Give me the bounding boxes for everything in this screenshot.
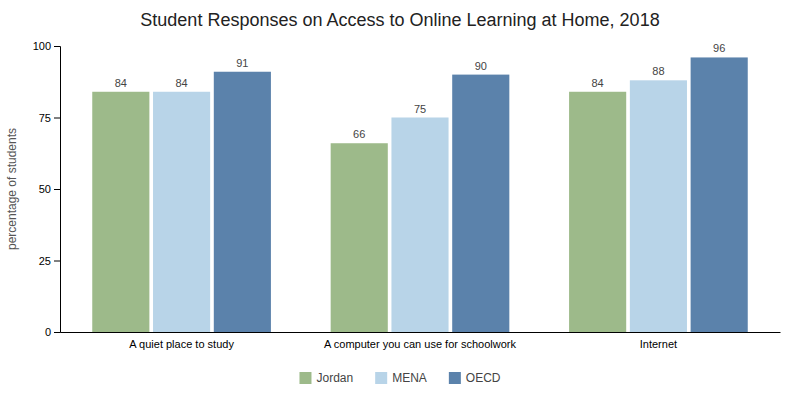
legend-item: Jordan: [299, 371, 353, 385]
data-label: 96: [713, 42, 725, 54]
y-tick: 100: [33, 40, 60, 52]
data-label: 91: [236, 57, 248, 69]
legend-label: Jordan: [316, 371, 353, 385]
data-label: 66: [353, 128, 365, 140]
legend-swatch: [375, 372, 387, 384]
x-axis-line: [61, 332, 781, 333]
y-tick-mark: [54, 332, 60, 333]
x-tick-label: Internet: [640, 338, 677, 350]
y-axis: 0 25 50 75 100: [33, 40, 61, 338]
y-tick: 75: [39, 112, 60, 124]
y-tick-mark: [54, 46, 60, 47]
legend-label: MENA: [392, 371, 427, 385]
data-label: 90: [475, 60, 487, 72]
legend-item: MENA: [375, 371, 427, 385]
data-label: 88: [652, 65, 664, 77]
x-tick: A quiet place to study: [129, 338, 234, 350]
data-label: 84: [115, 77, 127, 89]
bar: [569, 92, 626, 332]
bar: [630, 80, 687, 332]
legend: Jordan MENA OECD: [299, 371, 500, 385]
bar: [92, 92, 149, 332]
x-tick-label: A quiet place to study: [129, 338, 234, 350]
y-tick-label: 75: [39, 112, 51, 124]
y-tick-mark: [54, 189, 60, 190]
bar: [452, 75, 509, 332]
title: Student Responses on Access to Online Le…: [140, 10, 659, 30]
bar: [214, 72, 271, 332]
y-axis-title: percentage of students: [5, 128, 19, 250]
y-tick-label: 100: [33, 40, 51, 52]
x-axis: A quiet place to study A computer you can…: [61, 333, 781, 350]
y-tick: 50: [39, 183, 60, 195]
y-tick: 25: [39, 255, 60, 267]
y-tick-mark: [54, 118, 60, 119]
y-axis-line: [54, 47, 61, 333]
y-tick-label: 0: [45, 326, 51, 338]
legend-swatch: [299, 372, 311, 384]
x-tick: A computer you can use for schoolwork: [324, 338, 516, 350]
legend-label: OECD: [466, 371, 501, 385]
bar: [331, 143, 388, 332]
legend-swatch: [449, 372, 461, 384]
legend-item: OECD: [449, 371, 501, 385]
bar: [391, 118, 448, 333]
plot: 0 25 50 75 100 A quiet place to study A comput…: [33, 40, 781, 350]
y-tick-label: 50: [39, 183, 51, 195]
bar: [691, 57, 748, 332]
y-tick-mark: [54, 261, 60, 262]
data-label: 84: [592, 77, 604, 89]
x-tick-label: A computer you can use for schoolwork: [324, 338, 516, 350]
y-tick-label: 25: [39, 255, 51, 267]
x-tick: Internet: [640, 338, 677, 350]
data-label: 75: [414, 103, 426, 115]
data-label: 84: [175, 77, 187, 89]
bar: [153, 92, 210, 332]
bars: [92, 57, 747, 332]
chart: 0 25 50 75 100 A quiet place to study A comput…: [0, 0, 800, 398]
data-labels: 84 66 84 84 75 88 91 90 96: [115, 42, 726, 140]
y-tick: 0: [45, 326, 60, 338]
